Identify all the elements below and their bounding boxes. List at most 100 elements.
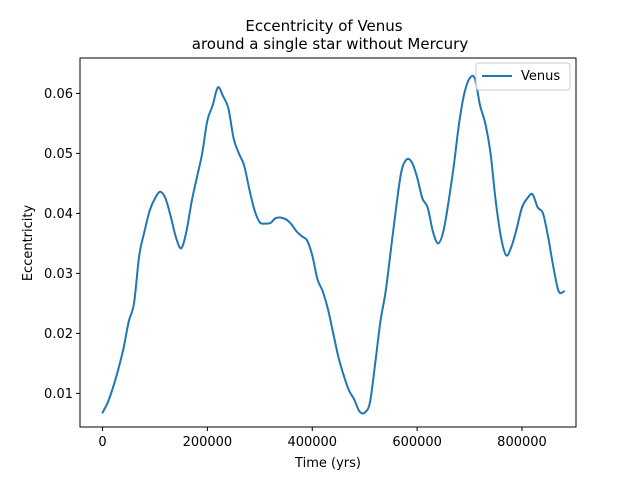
data-point — [332, 332, 335, 335]
data-point — [562, 290, 565, 293]
y-tick-label: 0.01 — [44, 387, 73, 402]
data-point — [447, 200, 450, 203]
data-point — [237, 152, 240, 155]
legend-label-venus: Venus — [521, 69, 560, 84]
data-point — [274, 217, 277, 220]
data-point — [258, 221, 261, 224]
data-point — [505, 254, 508, 257]
data-point — [122, 347, 125, 350]
data-point — [169, 215, 172, 218]
chart-subtitle: around a single star without Mercury — [192, 35, 469, 53]
data-point — [347, 389, 350, 392]
data-point — [143, 230, 146, 233]
data-point — [510, 245, 513, 248]
data-point — [180, 247, 183, 250]
data-point — [557, 290, 560, 293]
data-point — [515, 227, 518, 230]
x-tick-label: 800000 — [497, 435, 547, 450]
data-point — [201, 152, 204, 155]
data-point — [253, 209, 256, 212]
data-point — [264, 222, 267, 225]
data-point — [190, 200, 193, 203]
y-axis: 0.01 0.02 0.03 0.04 0.05 0.06 — [44, 87, 80, 402]
data-point — [458, 122, 461, 125]
data-point — [531, 193, 534, 196]
data-point — [138, 254, 141, 257]
data-point — [400, 170, 403, 173]
data-point — [536, 206, 539, 209]
data-point — [410, 161, 413, 164]
data-point — [101, 411, 104, 414]
data-point — [148, 209, 151, 212]
x-tick-label: 600000 — [392, 435, 442, 450]
data-point — [248, 188, 251, 191]
chart-title: Eccentricity of Venus — [245, 17, 402, 35]
data-point — [306, 239, 309, 242]
data-point — [321, 290, 324, 293]
legend: Venus — [475, 62, 571, 91]
data-point — [473, 77, 476, 80]
data-point — [463, 92, 466, 95]
x-axis-label: Time (yrs) — [294, 456, 361, 471]
y-tick-label: 0.02 — [44, 327, 73, 342]
data-point — [269, 222, 272, 224]
data-point — [216, 86, 219, 89]
series-points — [101, 77, 565, 414]
data-point — [484, 122, 487, 125]
data-point — [426, 206, 429, 209]
data-point — [337, 356, 340, 359]
data-point — [206, 119, 209, 122]
data-point — [174, 236, 177, 239]
data-point — [353, 398, 356, 401]
y-tick-label: 0.06 — [44, 87, 73, 102]
data-point — [421, 197, 424, 200]
data-point — [117, 368, 120, 371]
x-axis: 0 200000 400000 600000 800000 — [98, 427, 547, 450]
data-point — [279, 216, 282, 219]
data-point — [211, 104, 214, 107]
data-point — [547, 236, 550, 239]
data-point — [311, 254, 314, 257]
data-point — [153, 197, 156, 200]
data-point — [195, 176, 198, 179]
data-point — [159, 190, 162, 193]
data-point — [185, 230, 188, 233]
data-point — [405, 158, 408, 161]
data-point — [521, 206, 523, 209]
data-point — [363, 411, 366, 414]
data-point — [452, 164, 455, 167]
data-point — [295, 230, 298, 233]
plot-area — [101, 74, 565, 415]
data-point — [222, 95, 225, 98]
y-tick-label: 0.05 — [44, 147, 73, 162]
data-point — [494, 200, 497, 203]
x-tick-label: 200000 — [183, 435, 233, 450]
data-point — [164, 197, 167, 200]
data-point — [232, 137, 235, 140]
data-point — [416, 176, 419, 179]
data-point — [541, 212, 544, 215]
data-point — [133, 302, 135, 305]
axes-frame — [79, 57, 577, 428]
data-point — [227, 107, 230, 110]
data-point — [479, 104, 482, 107]
legend-box — [475, 62, 571, 91]
data-point — [389, 248, 392, 251]
data-point — [442, 230, 445, 233]
data-point — [384, 290, 387, 293]
data-point — [243, 164, 246, 167]
x-tick-label: 400000 — [287, 435, 337, 450]
data-point — [374, 362, 377, 365]
data-point — [368, 401, 371, 404]
data-point — [316, 278, 319, 281]
data-point — [526, 197, 529, 200]
data-point — [468, 77, 471, 80]
data-point — [431, 230, 434, 233]
data-point — [552, 266, 555, 269]
series-line-venus — [101, 74, 565, 415]
data-point — [437, 242, 440, 245]
data-point — [342, 374, 345, 377]
data-point — [290, 223, 293, 226]
